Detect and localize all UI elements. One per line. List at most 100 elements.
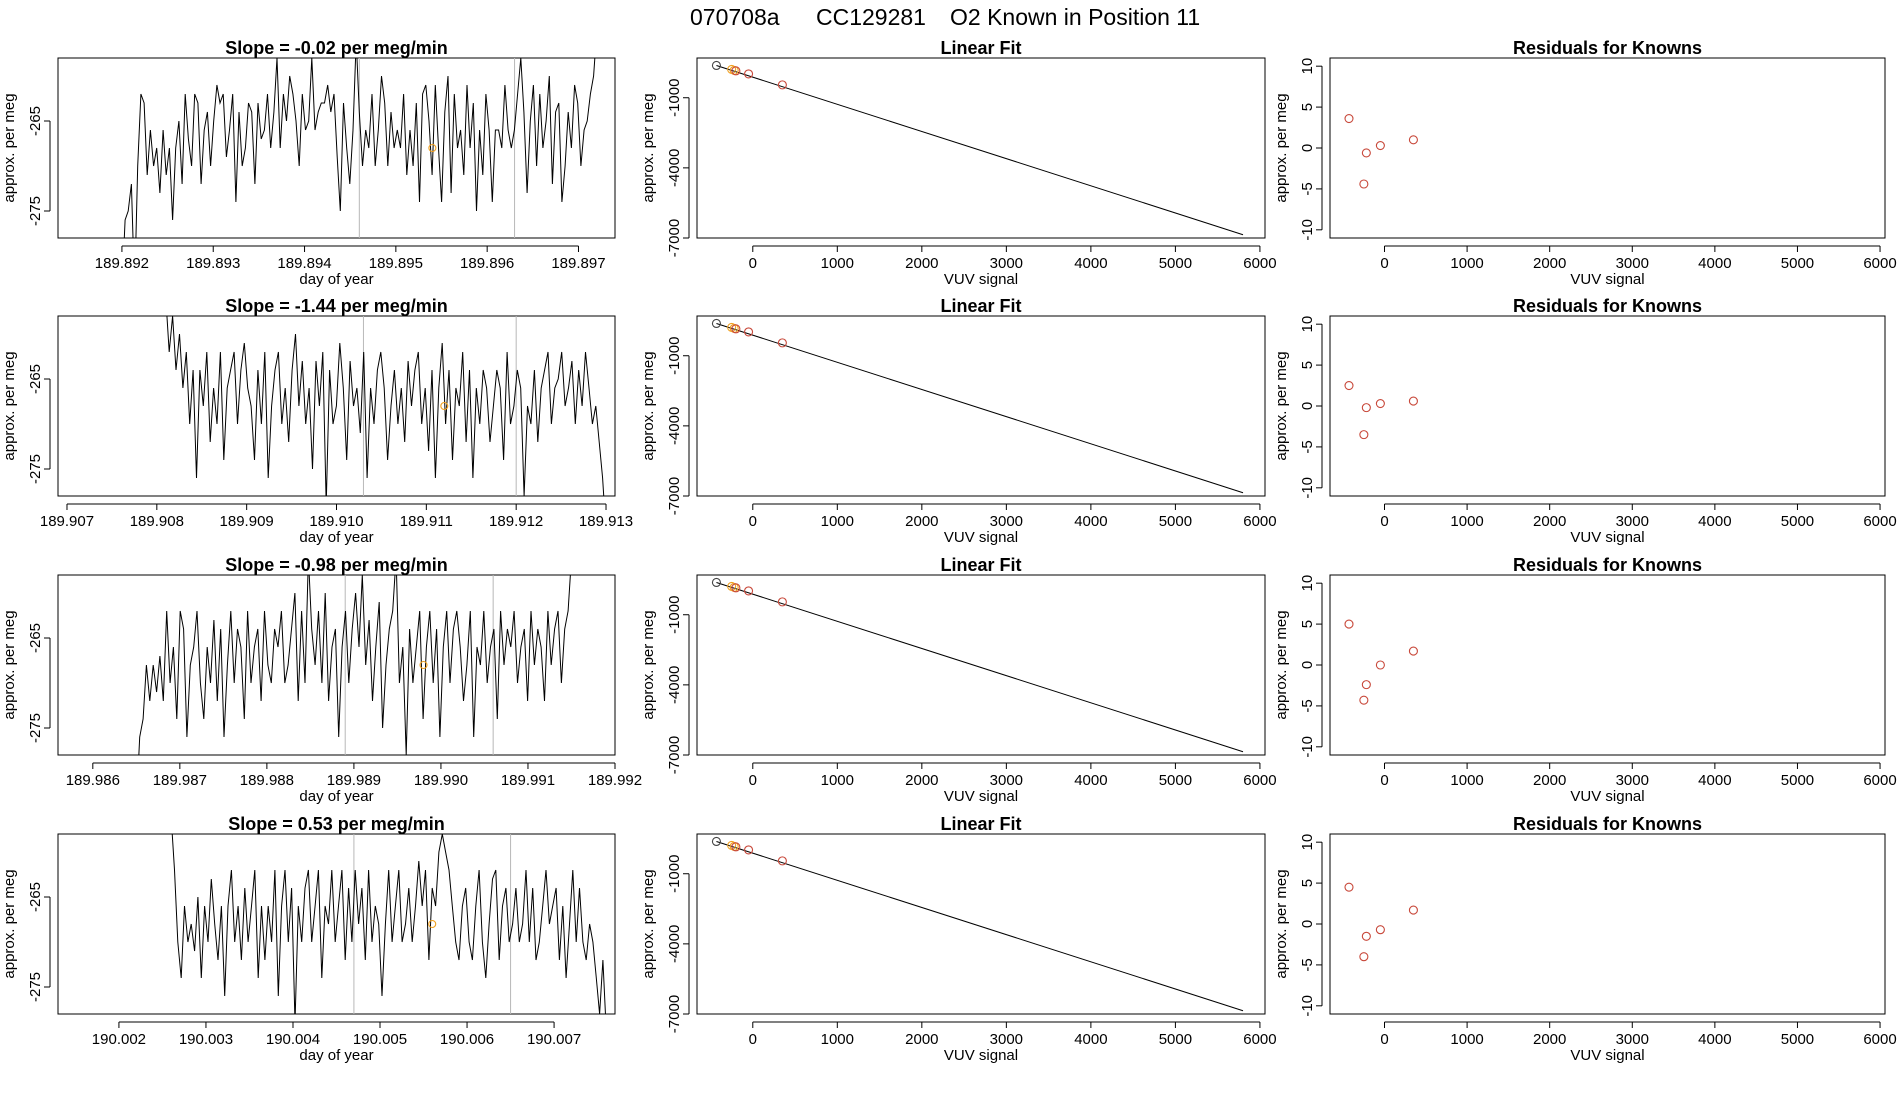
y-tick-label: -5 [1299, 958, 1316, 971]
y-tick-label: 5 [1299, 361, 1316, 369]
panel-title: Residuals for Knowns [1513, 555, 1702, 575]
x-tick-label: 189.991 [501, 772, 555, 789]
y-tick-label: -1000 [666, 596, 683, 634]
y-tick-label: -4000 [666, 149, 683, 187]
panel-linear_fit-row-3: Linear Fit 0 1000 2000 3000 4000 5000 6000 VUV s… [640, 555, 1277, 805]
x-tick-label: 0 [1380, 772, 1388, 789]
y-tick-label: 0 [1299, 402, 1316, 410]
known-point [731, 324, 741, 334]
y-tick-label: -275 [27, 972, 44, 1002]
y-axis-title: approx. per meg [1273, 869, 1290, 978]
y-tick-label: 0 [1299, 920, 1316, 928]
known-point [777, 856, 787, 866]
x-tick-label: 3000 [1616, 772, 1649, 789]
residual-point [1359, 179, 1369, 189]
residual-point [1344, 380, 1354, 391]
x-tick-label: 189.908 [130, 513, 184, 530]
panel-title: Residuals for Knowns [1513, 814, 1702, 834]
panel-title: Residuals for Knowns [1513, 38, 1702, 58]
panel-residuals-row-2: Residuals for Knowns 0 1000 2000 3000 4000 500… [1273, 296, 1897, 546]
y-tick-label: -4000 [666, 666, 683, 704]
x-tick-label: 189.910 [309, 513, 363, 530]
panel-title: Linear Fit [940, 814, 1021, 834]
x-tick-label: 4000 [1698, 1031, 1731, 1048]
x-tick-label: 190.004 [266, 1031, 320, 1048]
x-tick-label: 6000 [1863, 513, 1896, 530]
x-axis-title: day of year [299, 271, 373, 288]
x-tick-label: 1000 [821, 1031, 854, 1048]
panel-linear_fit-row-2: Linear Fit 0 1000 2000 3000 4000 5000 6000 VUV s… [640, 296, 1277, 546]
x-tick-label: 6000 [1243, 255, 1276, 272]
x-tick-label: 189.989 [327, 772, 381, 789]
residual-point [1375, 925, 1385, 935]
x-tick-label: 190.007 [527, 1031, 581, 1048]
x-tick-label: 189.912 [489, 513, 543, 530]
x-tick-label: 0 [749, 1031, 757, 1048]
x-tick-label: 6000 [1863, 1031, 1896, 1048]
x-tick-label: 1000 [821, 772, 854, 789]
x-axis-title: day of year [299, 529, 373, 546]
residual-point [1359, 430, 1369, 440]
x-tick-label: 5000 [1781, 772, 1814, 789]
known-point [744, 69, 754, 79]
y-tick-label: 10 [1299, 834, 1316, 851]
x-axis-title: VUV signal [1570, 529, 1644, 546]
residual-point [1361, 680, 1371, 690]
fit-line [716, 65, 1244, 236]
x-tick-label: 189.895 [369, 255, 423, 272]
residual-point [1344, 619, 1354, 629]
x-tick-label: 189.988 [240, 772, 294, 789]
x-axis-title: VUV signal [1570, 1047, 1644, 1064]
y-tick-label: -10 [1299, 219, 1316, 241]
y-tick-label: -5 [1299, 440, 1316, 453]
x-tick-label: 190.002 [92, 1031, 146, 1048]
known-point [731, 842, 741, 852]
y-tick-label: -4000 [666, 925, 683, 963]
x-tick-label: 2000 [1533, 255, 1566, 272]
residual-point [1361, 148, 1371, 158]
mean-marker-point [440, 401, 449, 411]
x-axis-title: VUV signal [1570, 788, 1644, 805]
x-tick-label: 190.003 [179, 1031, 233, 1048]
x-tick-label: 189.894 [277, 255, 331, 272]
panel-title: Residuals for Knowns [1513, 296, 1702, 316]
y-tick-label: 0 [1299, 661, 1316, 669]
x-tick-label: 5000 [1159, 513, 1192, 530]
y-axis-title: approx. per meg [640, 869, 657, 978]
y-axis-title: approx. per meg [1, 610, 18, 719]
panel-title: Linear Fit [940, 296, 1021, 316]
y-tick-label: -10 [1299, 736, 1316, 758]
x-tick-label: 4000 [1074, 1031, 1107, 1048]
x-tick-label: 1000 [1450, 1031, 1483, 1048]
y-tick-label: -5 [1299, 699, 1316, 712]
x-tick-label: 1000 [1450, 255, 1483, 272]
y-tick-label: 10 [1299, 58, 1316, 75]
y-axis-title: approx. per meg [640, 351, 657, 460]
x-tick-label: 189.896 [460, 255, 514, 272]
x-tick-label: 5000 [1781, 255, 1814, 272]
panel-title: Slope = 0.53 per meg/min [228, 814, 445, 834]
known-point [731, 583, 741, 593]
x-tick-label: 6000 [1243, 513, 1276, 530]
x-tick-label: 189.990 [414, 772, 468, 789]
residual-point [1344, 113, 1354, 124]
y-tick-label: -7000 [666, 995, 683, 1033]
x-tick-label: 189.907 [40, 513, 94, 530]
residual-point [1408, 135, 1418, 145]
known-point [744, 586, 754, 596]
x-tick-label: 1000 [1450, 513, 1483, 530]
x-tick-label: 190.005 [353, 1031, 407, 1048]
y-tick-label: -5 [1299, 182, 1316, 195]
panel-timeseries-row-2: Slope = -1.44 per meg/min 189.907 189.908 1… [1, 296, 633, 546]
plot-frame [57, 833, 616, 1015]
x-tick-label: 189.909 [220, 513, 274, 530]
x-tick-label: 1000 [821, 513, 854, 530]
timeseries-line [166, 316, 605, 496]
y-tick-label: -7000 [666, 736, 683, 774]
y-tick-label: -275 [27, 713, 44, 743]
fit-line [716, 582, 1244, 753]
plot-frame [57, 57, 616, 239]
residual-point [1361, 931, 1371, 941]
y-tick-label: -265 [27, 364, 44, 394]
